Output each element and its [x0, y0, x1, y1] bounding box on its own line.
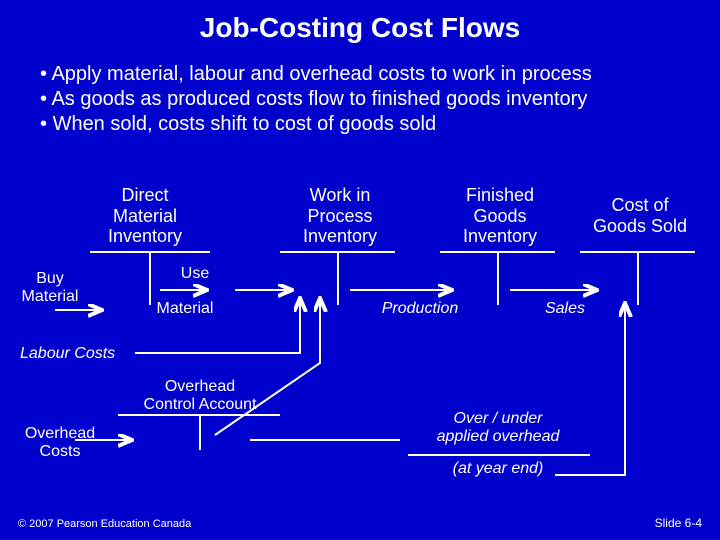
- footer-copyright: © 2007 Pearson Education Canada: [18, 518, 191, 530]
- t-account-oca: [118, 415, 280, 450]
- label-production: Production: [370, 300, 470, 318]
- t-account-cogs: [580, 252, 695, 305]
- acct-cogs: Cost of Goods Sold: [580, 195, 700, 236]
- bullet-item: As goods as produced costs flow to finis…: [40, 87, 720, 112]
- label-year-end: (at year end): [418, 460, 578, 478]
- label-labour: Labour Costs: [20, 345, 160, 363]
- label-sales: Sales: [530, 300, 600, 318]
- slide-title: Job-Costing Cost Flows: [0, 0, 720, 44]
- acct-fgi: Finished Goods Inventory: [440, 185, 560, 247]
- label-over-under: Over / under applied overhead: [408, 410, 588, 447]
- acct-dmi: Direct Material Inventory: [85, 185, 205, 247]
- t-account-fgi: [440, 252, 555, 305]
- label-buy-material: Buy Material: [10, 270, 90, 307]
- label-use: Use: [165, 265, 225, 283]
- bullet-item: When sold, costs shift to cost of goods …: [40, 112, 720, 137]
- acct-oca: Overhead Control Account: [120, 378, 280, 415]
- arrow-adj-cogs: [555, 305, 625, 475]
- acct-wip: Work in Process Inventory: [280, 185, 400, 247]
- t-account-wip: [280, 252, 395, 305]
- bullet-list: Apply material, labour and overhead cost…: [40, 62, 720, 137]
- footer-slide: Slide 6-4: [655, 516, 702, 530]
- label-material: Material: [140, 300, 230, 318]
- label-overhead-in: Overhead Costs: [10, 425, 110, 462]
- bullet-item: Apply material, labour and overhead cost…: [40, 62, 720, 87]
